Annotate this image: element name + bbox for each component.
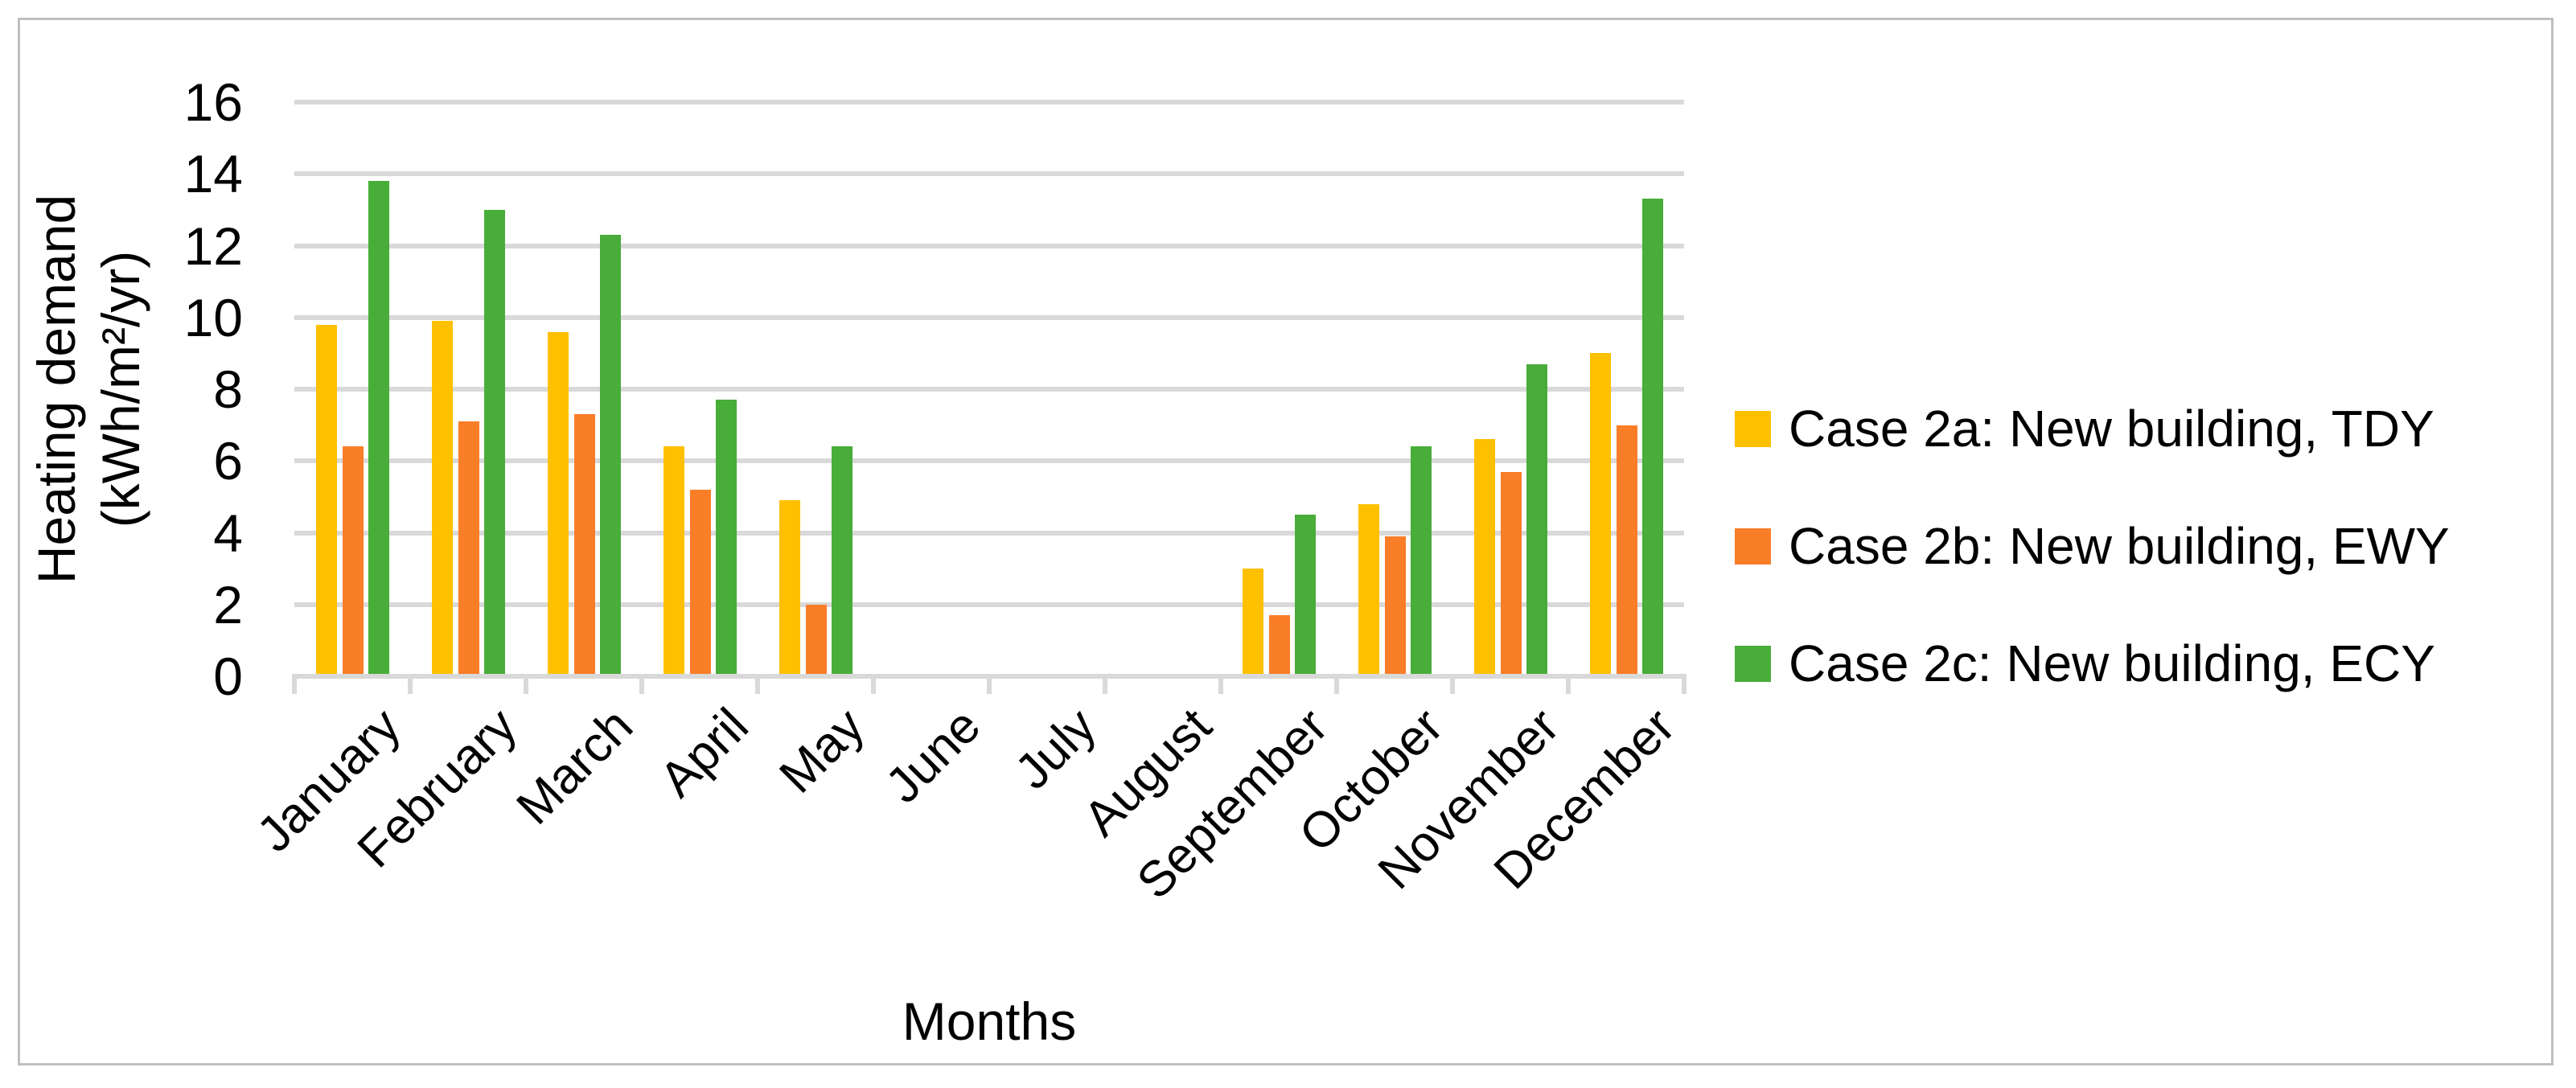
x-category-label-may: May xyxy=(769,698,875,804)
bar-november-series-2[interactable] xyxy=(1500,471,1522,676)
x-axis-tick xyxy=(1218,674,1223,694)
bar-september-series-1[interactable] xyxy=(1243,569,1263,676)
y-tick-label-16: 16 xyxy=(183,72,243,132)
gridline-y-12 xyxy=(294,243,1684,248)
gridline-y-8 xyxy=(294,387,1684,392)
gridline-y-14 xyxy=(294,171,1684,177)
y-axis-title-line1: Heating demand xyxy=(27,194,86,585)
gridline-y-10 xyxy=(294,314,1684,320)
x-axis-tick xyxy=(987,674,992,694)
x-axis-tick xyxy=(1334,674,1339,694)
bar-september-series-2[interactable] xyxy=(1268,615,1290,676)
legend-item-3[interactable]: Case 2c: New building, ECY xyxy=(1735,626,2435,700)
x-axis-tick xyxy=(1682,674,1687,694)
bar-april-series-1[interactable] xyxy=(664,446,684,676)
legend-item-2[interactable]: Case 2b: New building, EWY xyxy=(1735,509,2450,583)
bar-november-series-3[interactable] xyxy=(1526,363,1547,676)
x-axis-tick xyxy=(524,674,528,694)
bar-may-series-1[interactable] xyxy=(779,500,800,676)
x-category-label-april: April xyxy=(649,698,759,808)
x-axis-tick xyxy=(1103,674,1107,694)
legend-label: Case 2c: New building, ECY xyxy=(1789,634,2435,692)
bar-february-series-3[interactable] xyxy=(484,209,505,676)
x-axis-tick xyxy=(1566,674,1571,694)
bar-january-series-1[interactable] xyxy=(316,324,337,676)
y-tick-label-2: 2 xyxy=(213,574,243,634)
x-category-label-july: July xyxy=(1005,698,1107,800)
legend-label: Case 2b: New building, EWY xyxy=(1789,517,2450,575)
bar-april-series-3[interactable] xyxy=(716,400,737,676)
y-axis-title: Heating demand (kWh/m²/yr) xyxy=(24,19,161,759)
gridline-y-16 xyxy=(294,100,1684,105)
x-axis-title: Months xyxy=(902,992,1077,1051)
legend-item-1[interactable]: Case 2a: New building, TDY xyxy=(1735,392,2434,466)
x-axis-tick xyxy=(639,674,644,694)
legend-swatch-icon xyxy=(1735,528,1771,565)
x-axis-tick xyxy=(755,674,760,694)
bar-march-series-1[interactable] xyxy=(548,331,569,676)
bar-march-series-2[interactable] xyxy=(573,414,595,676)
y-tick-label-0: 0 xyxy=(213,647,243,706)
legend-swatch-icon xyxy=(1735,410,1771,447)
legend-swatch-icon xyxy=(1735,645,1771,682)
x-axis-tick xyxy=(871,674,876,694)
y-tick-label-6: 6 xyxy=(213,431,243,491)
bar-february-series-1[interactable] xyxy=(432,321,453,676)
bar-december-series-2[interactable] xyxy=(1616,425,1637,676)
bar-december-series-3[interactable] xyxy=(1642,199,1663,676)
y-tick-label-10: 10 xyxy=(183,287,243,347)
gridline-y-6 xyxy=(294,458,1684,464)
bar-december-series-1[interactable] xyxy=(1590,353,1611,676)
bar-october-series-1[interactable] xyxy=(1358,503,1379,676)
gridline-y-2 xyxy=(294,601,1684,607)
y-tick-label-12: 12 xyxy=(183,216,243,276)
legend-label: Case 2a: New building, TDY xyxy=(1789,400,2434,458)
bar-april-series-2[interactable] xyxy=(689,489,711,676)
gridline-y-4 xyxy=(294,530,1684,536)
bar-january-series-2[interactable] xyxy=(342,446,364,676)
bar-march-series-3[interactable] xyxy=(600,235,621,676)
x-axis-tick xyxy=(1450,674,1455,694)
bar-may-series-3[interactable] xyxy=(832,446,853,676)
bar-september-series-3[interactable] xyxy=(1295,515,1316,676)
y-tick-label-8: 8 xyxy=(213,359,243,419)
x-category-label-march: March xyxy=(506,698,643,836)
y-axis-title-line2: (kWh/m²/yr) xyxy=(91,250,150,528)
y-tick-label-4: 4 xyxy=(213,503,243,563)
bar-november-series-1[interactable] xyxy=(1474,439,1495,676)
bar-february-series-2[interactable] xyxy=(458,421,479,676)
y-tick-label-14: 14 xyxy=(183,144,243,204)
bar-october-series-2[interactable] xyxy=(1384,536,1406,676)
bar-january-series-3[interactable] xyxy=(368,181,389,676)
x-axis-tick xyxy=(292,674,297,694)
bar-october-series-3[interactable] xyxy=(1411,446,1432,676)
x-axis-tick xyxy=(408,674,413,694)
bar-may-series-2[interactable] xyxy=(805,604,827,676)
x-category-label-june: June xyxy=(874,698,991,814)
